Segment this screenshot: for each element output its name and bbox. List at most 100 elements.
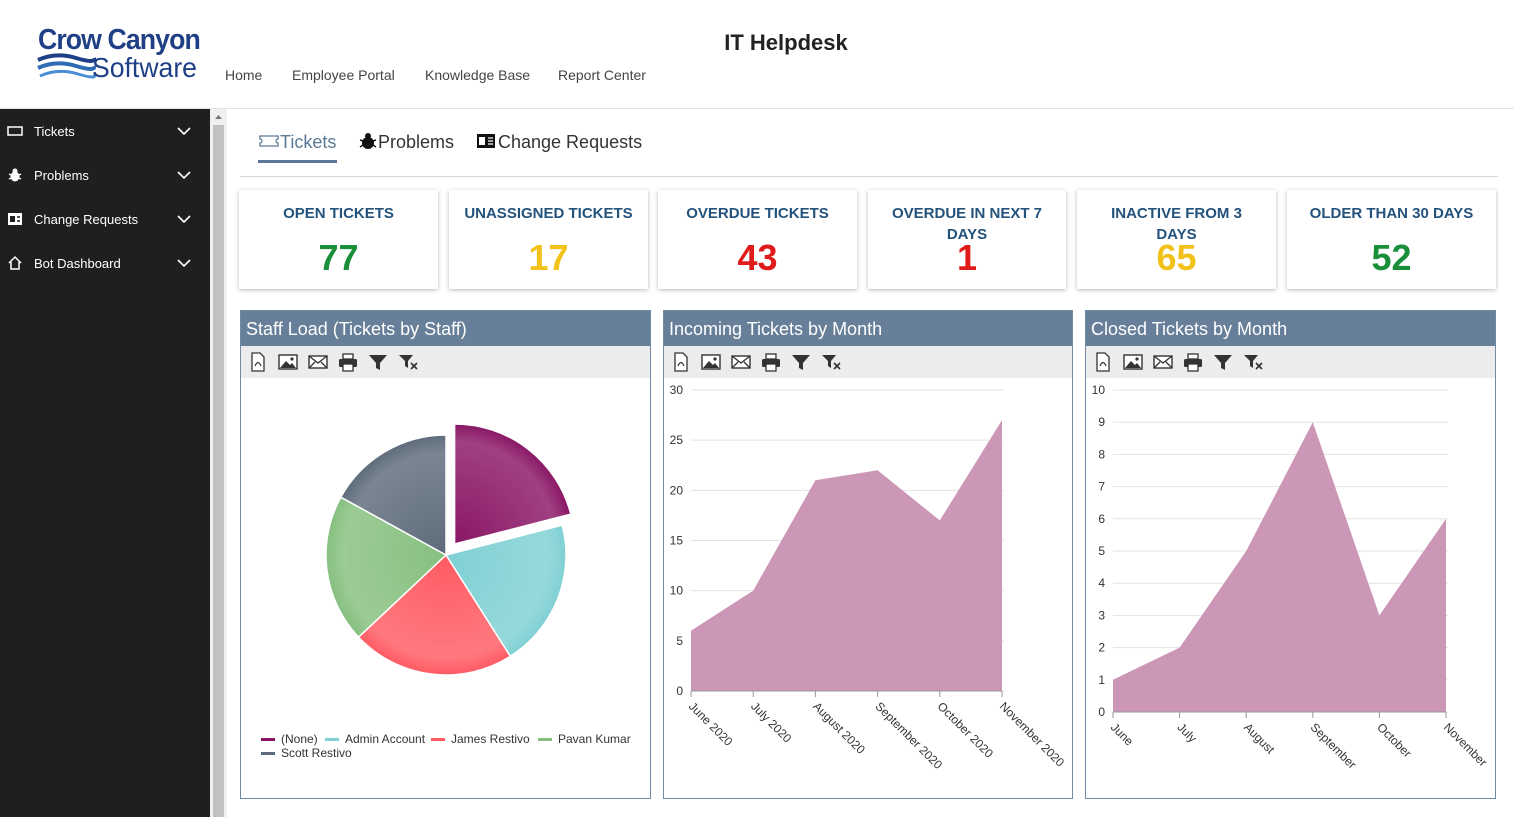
print-icon[interactable] (1182, 351, 1204, 373)
stat-title: OVERDUE IN NEXT 7 DAYS (891, 205, 1043, 243)
ticket-icon (7, 126, 23, 136)
y-tick-label: 8 (1098, 447, 1105, 461)
y-tick-label: 5 (676, 634, 683, 648)
sidebar-item-change-requests[interactable]: Change Requests (0, 197, 210, 241)
y-tick-label: 0 (676, 684, 683, 698)
panel-toolbar (1086, 346, 1495, 378)
pdf-icon[interactable] (1092, 351, 1114, 373)
x-tick-label: August 2020 (810, 699, 868, 757)
tab-tickets[interactable]: Tickets (258, 132, 336, 153)
x-tick-label: November 2020 (997, 699, 1068, 770)
x-tick-label: June (1108, 720, 1137, 749)
pdf-icon[interactable] (670, 351, 692, 373)
tab-label: Change Requests (498, 132, 643, 152)
y-tick-label: 10 (670, 584, 684, 598)
sidebar-item-problems[interactable]: Problems (0, 153, 210, 197)
closed-tickets-panel: Closed Tickets by Month 0 1 2 3 4 5 6 7 8 9 10 June… (1085, 310, 1496, 799)
stat-title: OVERDUE TICKETS (686, 205, 829, 222)
clear-filter-icon[interactable] (820, 351, 842, 373)
y-tick-label: 7 (1098, 480, 1105, 494)
stat-value: 1 (956, 237, 978, 278)
x-tick-label: July (1174, 720, 1199, 745)
pie-slice[interactable] (325, 496, 448, 639)
chevron-down-icon[interactable] (176, 167, 192, 183)
tab-change-requests[interactable]: Change Requests (476, 132, 642, 153)
bug-icon (359, 133, 377, 149)
clear-filter-icon[interactable] (1242, 351, 1264, 373)
chevron-down-icon[interactable] (176, 255, 192, 271)
sidebar-item-tickets[interactable]: Tickets (0, 109, 210, 153)
clear-filter-icon[interactable] (397, 351, 419, 373)
stat-card-overdue-next-7-days[interactable]: OVERDUE IN NEXT 7 DAYS 1 (868, 190, 1066, 289)
pie-slice[interactable] (357, 553, 512, 676)
sidebar-item-label: Problems (34, 168, 89, 183)
x-tick-label: November (1441, 720, 1490, 769)
company-logo[interactable]: Crow Canyon Software (36, 22, 206, 92)
y-tick-label: 1 (1098, 673, 1105, 687)
print-icon[interactable] (337, 351, 359, 373)
chevron-down-icon[interactable] (176, 211, 192, 227)
legend-swatch (261, 738, 275, 741)
email-icon[interactable] (307, 351, 329, 373)
stat-card-open-tickets[interactable]: OPEN TICKETS 77 (239, 190, 438, 289)
chevron-down-icon[interactable] (176, 123, 192, 139)
legend-label: (None) (281, 732, 318, 746)
email-icon[interactable] (730, 351, 752, 373)
tab-label: Problems (378, 132, 455, 152)
stat-value: 43 (737, 237, 778, 278)
nav-knowledge-base[interactable]: Knowledge Base (425, 67, 531, 83)
stat-title: INACTIVE FROM 3 DAYS (1111, 205, 1242, 243)
stat-title: UNASSIGNED TICKETS (464, 205, 633, 222)
staff-load-pie-chart[interactable]: (None) Admin Account James Restivo Pavan Ku… (241, 378, 650, 798)
image-icon[interactable] (277, 351, 299, 373)
y-tick-label: 5 (1098, 544, 1105, 558)
stat-value: 17 (528, 237, 569, 278)
stat-title: OLDER THAN 30 DAYS (1309, 205, 1474, 222)
logo-line-1: Crow Canyon (38, 24, 201, 56)
tab-problems[interactable]: Problems (358, 132, 454, 153)
area-series[interactable] (691, 420, 1002, 691)
site-header (0, 0, 1514, 109)
email-icon[interactable] (1152, 351, 1174, 373)
y-tick-label: 3 (1098, 608, 1105, 622)
home-icon (8, 255, 22, 270)
y-tick-label: 30 (670, 383, 684, 397)
stat-card-inactive-3-days[interactable]: INACTIVE FROM 3 DAYS 65 (1077, 190, 1276, 289)
scrollbar-thumb[interactable] (213, 125, 224, 817)
y-tick-label: 6 (1098, 512, 1105, 526)
tabs-divider (240, 176, 1498, 177)
sidebar-item-label: Change Requests (34, 212, 139, 227)
stat-card-older-30-days[interactable]: OLDER THAN 30 DAYS 52 (1287, 190, 1496, 289)
stat-title: OPEN TICKETS (283, 205, 394, 222)
nav-report-center[interactable]: Report Center (558, 67, 646, 83)
incoming-tickets-panel: Incoming Tickets by Month 0 5 10 15 20 25 30 Ju… (663, 310, 1073, 799)
nav-home[interactable]: Home (225, 67, 263, 83)
stat-card-unassigned-tickets[interactable]: UNASSIGNED TICKETS 17 (449, 190, 648, 289)
filter-icon[interactable] (790, 351, 812, 373)
x-tick-label: August (1241, 720, 1278, 757)
pie-slice[interactable] (339, 434, 447, 557)
image-icon[interactable] (1122, 351, 1144, 373)
exchange-icon (477, 134, 495, 148)
stat-value: 77 (318, 237, 359, 278)
scroll-up-arrow-icon[interactable] (213, 112, 224, 122)
panel-title: Closed Tickets by Month (1086, 311, 1495, 346)
print-icon[interactable] (760, 351, 782, 373)
pdf-icon[interactable] (247, 351, 269, 373)
sidebar-item-label: Tickets (34, 124, 75, 139)
pie-slice[interactable] (444, 524, 567, 658)
stat-card-overdue-tickets[interactable]: OVERDUE TICKETS 43 (658, 190, 857, 289)
exchange-icon (8, 213, 22, 225)
incoming-tickets-area-chart[interactable]: 0 5 10 15 20 25 30 June 2020 July 2020 August 202… (664, 378, 1072, 798)
filter-icon[interactable] (1212, 351, 1234, 373)
pie-slice[interactable] (453, 423, 572, 545)
filter-icon[interactable] (367, 351, 389, 373)
image-icon[interactable] (700, 351, 722, 373)
nav-employee-portal[interactable]: Employee Portal (292, 67, 395, 83)
area-series[interactable] (1113, 422, 1446, 712)
sidebar-item-label: Bot Dashboard (34, 256, 121, 271)
closed-tickets-area-chart[interactable]: 0 1 2 3 4 5 6 7 8 9 10 June July August September Octob… (1086, 378, 1495, 798)
sidebar-item-bot-dashboard[interactable]: Bot Dashboard (0, 241, 210, 285)
panel-toolbar (664, 346, 1072, 378)
sidebar: Tickets Problems Change Requests Bot Das… (0, 109, 210, 817)
